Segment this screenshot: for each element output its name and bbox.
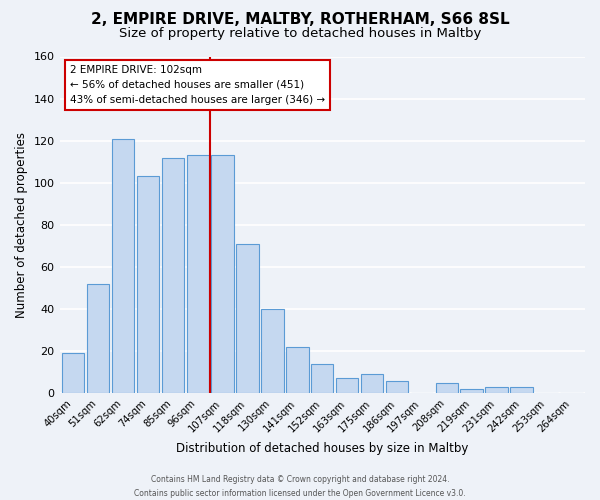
Bar <box>510 387 533 393</box>
Bar <box>87 284 109 393</box>
Bar <box>311 364 334 393</box>
Text: Contains HM Land Registry data © Crown copyright and database right 2024.
Contai: Contains HM Land Registry data © Crown c… <box>134 476 466 498</box>
Bar <box>460 389 483 393</box>
Bar <box>361 374 383 393</box>
Bar <box>336 378 358 393</box>
Bar <box>161 158 184 393</box>
Bar <box>386 380 408 393</box>
X-axis label: Distribution of detached houses by size in Maltby: Distribution of detached houses by size … <box>176 442 469 455</box>
Bar <box>211 156 234 393</box>
Bar <box>261 309 284 393</box>
Bar <box>137 176 159 393</box>
Bar <box>187 156 209 393</box>
Text: 2 EMPIRE DRIVE: 102sqm
← 56% of detached houses are smaller (451)
43% of semi-de: 2 EMPIRE DRIVE: 102sqm ← 56% of detached… <box>70 65 325 104</box>
Bar <box>485 387 508 393</box>
Bar <box>236 244 259 393</box>
Bar <box>112 138 134 393</box>
Text: 2, EMPIRE DRIVE, MALTBY, ROTHERHAM, S66 8SL: 2, EMPIRE DRIVE, MALTBY, ROTHERHAM, S66 … <box>91 12 509 28</box>
Bar <box>62 353 85 393</box>
Y-axis label: Number of detached properties: Number of detached properties <box>15 132 28 318</box>
Text: Size of property relative to detached houses in Maltby: Size of property relative to detached ho… <box>119 28 481 40</box>
Bar <box>436 382 458 393</box>
Bar <box>286 347 308 393</box>
